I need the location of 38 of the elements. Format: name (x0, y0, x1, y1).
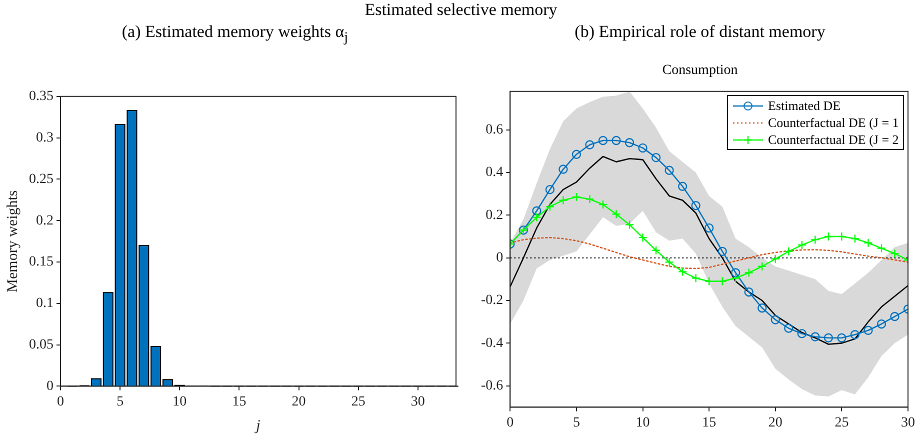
y-tick-label: 0.4 (486, 165, 504, 180)
legend-label: Counterfactual DE (J = 1 (768, 114, 899, 132)
chart-subtitle: Consumption (661, 62, 739, 80)
y-tick-label: 0 (46, 379, 54, 394)
y-axis-title: Memory weights (4, 190, 21, 293)
x-tick-label: 5 (116, 394, 124, 410)
legend-label: Counterfactual DE (J = 2 (768, 131, 899, 148)
x-tick-label: 15 (702, 415, 716, 430)
x-tick-label: 0 (506, 415, 514, 430)
y-tick-label: 0.2 (486, 208, 504, 223)
x-tick-label: 0 (57, 394, 64, 410)
y-tick-label: -0.2 (480, 293, 504, 308)
y-tick-label: 0.25 (29, 172, 54, 188)
x-tick-label: 25 (351, 394, 366, 410)
x-tick-label: 10 (636, 415, 650, 430)
y-tick-label: 0.6 (486, 122, 504, 138)
x-axis-title: j (254, 418, 260, 434)
x-tick-label: 20 (292, 394, 306, 410)
x-tick-label: 25 (834, 415, 849, 430)
x-tick-label: 20 (768, 415, 782, 430)
x-tick-label: 5 (572, 415, 580, 430)
x-tick-label: 30 (410, 394, 425, 410)
y-tick-label: -0.6 (480, 378, 504, 394)
y-tick-label: 0 (496, 250, 504, 266)
chart-title: (a) Estimated memory weights α$_{j}$ (120, 22, 350, 48)
y-tick-label: 0.3 (36, 130, 54, 146)
y-tick-label: -0.4 (480, 336, 504, 351)
y-tick-label: 0.35 (29, 89, 54, 104)
chart-title: (b) Empirical role of distant memory (574, 22, 826, 42)
x-tick-label: 15 (232, 394, 246, 410)
y-tick-label: 0.15 (29, 255, 54, 270)
text: Estimated selective memory (364, 0, 558, 20)
x-tick-label: 10 (172, 394, 187, 410)
x-tick-label: 30 (901, 415, 915, 430)
y-tick-label: 0.1 (36, 296, 54, 312)
y-tick-label: 0.2 (36, 214, 54, 229)
y-tick-label: 0.05 (29, 338, 54, 353)
legend-label: Estimated DE (768, 97, 841, 114)
